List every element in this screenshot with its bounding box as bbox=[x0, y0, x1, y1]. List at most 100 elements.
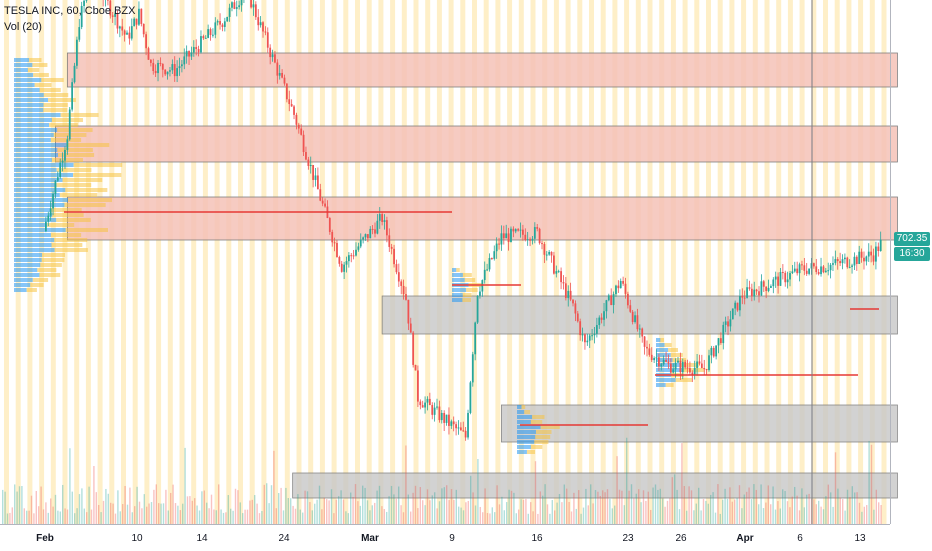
volume-bar bbox=[556, 502, 558, 524]
profile-bar bbox=[675, 378, 692, 382]
volume-bar bbox=[114, 513, 117, 524]
profile-bar bbox=[14, 168, 57, 172]
candle-body bbox=[708, 355, 710, 371]
profile-bar bbox=[14, 238, 55, 242]
price-axis[interactable] bbox=[890, 0, 932, 524]
session-stripe bbox=[296, 0, 302, 524]
candle-body bbox=[655, 357, 658, 359]
candle-body bbox=[140, 8, 143, 24]
profile-bar bbox=[540, 425, 560, 429]
volume-bar bbox=[825, 496, 827, 524]
volume-bar bbox=[189, 496, 191, 524]
candle-body bbox=[781, 272, 784, 274]
volume-bar bbox=[141, 508, 143, 524]
volume-bar bbox=[275, 508, 277, 524]
volume-bar bbox=[278, 493, 280, 524]
session-stripe bbox=[214, 0, 220, 524]
volume-bar bbox=[249, 500, 251, 524]
candle-body bbox=[431, 405, 434, 415]
candle-body bbox=[262, 22, 264, 32]
volume-bar bbox=[148, 503, 150, 524]
candle-body bbox=[154, 71, 157, 74]
candle-body bbox=[219, 21, 221, 25]
volume-bar bbox=[64, 508, 66, 524]
candle-body bbox=[848, 266, 851, 268]
candle-body bbox=[860, 251, 863, 258]
volume-bar bbox=[640, 502, 642, 524]
candle-body bbox=[405, 294, 407, 300]
session-stripe bbox=[495, 0, 501, 524]
volume-bar bbox=[270, 485, 273, 524]
candle-body bbox=[653, 358, 656, 361]
volume-bar bbox=[172, 484, 174, 524]
volume-bar bbox=[486, 512, 489, 524]
candle-body bbox=[73, 65, 76, 83]
volume-bar bbox=[119, 511, 121, 524]
volume-bar bbox=[402, 512, 405, 524]
candle-body bbox=[636, 315, 639, 330]
profile-bar bbox=[42, 253, 66, 257]
profile-bar bbox=[462, 293, 472, 297]
session-stripe bbox=[472, 0, 477, 524]
volume-bar bbox=[294, 508, 297, 524]
volume-bar bbox=[501, 496, 503, 524]
volume-indicator-label[interactable]: Vol (20) bbox=[4, 21, 42, 33]
candle-body bbox=[476, 295, 479, 323]
candle-body bbox=[727, 321, 729, 327]
candle-body bbox=[390, 246, 393, 249]
candle-body bbox=[417, 370, 419, 402]
profile-bar bbox=[39, 88, 61, 92]
volume-bar bbox=[520, 499, 522, 524]
profile-bar bbox=[14, 128, 58, 132]
volume-bar bbox=[635, 493, 637, 524]
volume-bar bbox=[450, 489, 453, 524]
profile-bar bbox=[524, 410, 531, 414]
candle-body bbox=[481, 280, 484, 292]
candle-body bbox=[801, 264, 803, 266]
candle-body bbox=[467, 412, 469, 438]
candle-body bbox=[333, 242, 336, 244]
profile-bar bbox=[14, 88, 40, 92]
volume-bar bbox=[59, 511, 61, 524]
profile-bar bbox=[656, 383, 666, 387]
volume-bar bbox=[167, 510, 169, 524]
volume-bar bbox=[417, 508, 419, 524]
volume-bar bbox=[786, 501, 789, 524]
time-axis[interactable] bbox=[0, 524, 890, 551]
candle-body bbox=[44, 221, 47, 232]
volume-bar bbox=[26, 510, 28, 524]
candle-body bbox=[343, 264, 346, 272]
candle-body bbox=[524, 234, 527, 240]
candle-body bbox=[731, 308, 734, 320]
support-zone bbox=[292, 472, 898, 499]
candle-body bbox=[820, 266, 822, 275]
volume-bar bbox=[666, 500, 669, 524]
candle-body bbox=[130, 26, 133, 39]
volume-bar bbox=[198, 510, 201, 524]
candle-body bbox=[195, 47, 198, 50]
symbol-title[interactable]: TESLA INC, 60, Cboe BZX bbox=[4, 5, 136, 17]
volume-bar bbox=[386, 511, 388, 524]
volume-bar bbox=[743, 494, 745, 524]
profile-bar bbox=[26, 288, 37, 292]
volume-bar bbox=[227, 495, 229, 524]
candle-body bbox=[152, 62, 155, 72]
volume-bar bbox=[326, 499, 328, 524]
candle-body bbox=[128, 32, 131, 39]
volume-bar bbox=[642, 490, 645, 524]
candle-body bbox=[679, 360, 682, 373]
candle-body bbox=[328, 217, 331, 232]
profile-bar bbox=[51, 118, 83, 122]
candle-body bbox=[388, 235, 391, 247]
candle-body bbox=[796, 268, 799, 274]
candle-body bbox=[235, 7, 238, 9]
volume-bar bbox=[38, 506, 40, 524]
volume-bar bbox=[630, 484, 633, 524]
profile-bar bbox=[535, 430, 552, 434]
profile-bar bbox=[14, 208, 52, 212]
volume-bar bbox=[736, 498, 738, 524]
candle-body bbox=[863, 257, 865, 262]
volume-bar bbox=[830, 492, 832, 524]
candle-body bbox=[803, 265, 806, 271]
